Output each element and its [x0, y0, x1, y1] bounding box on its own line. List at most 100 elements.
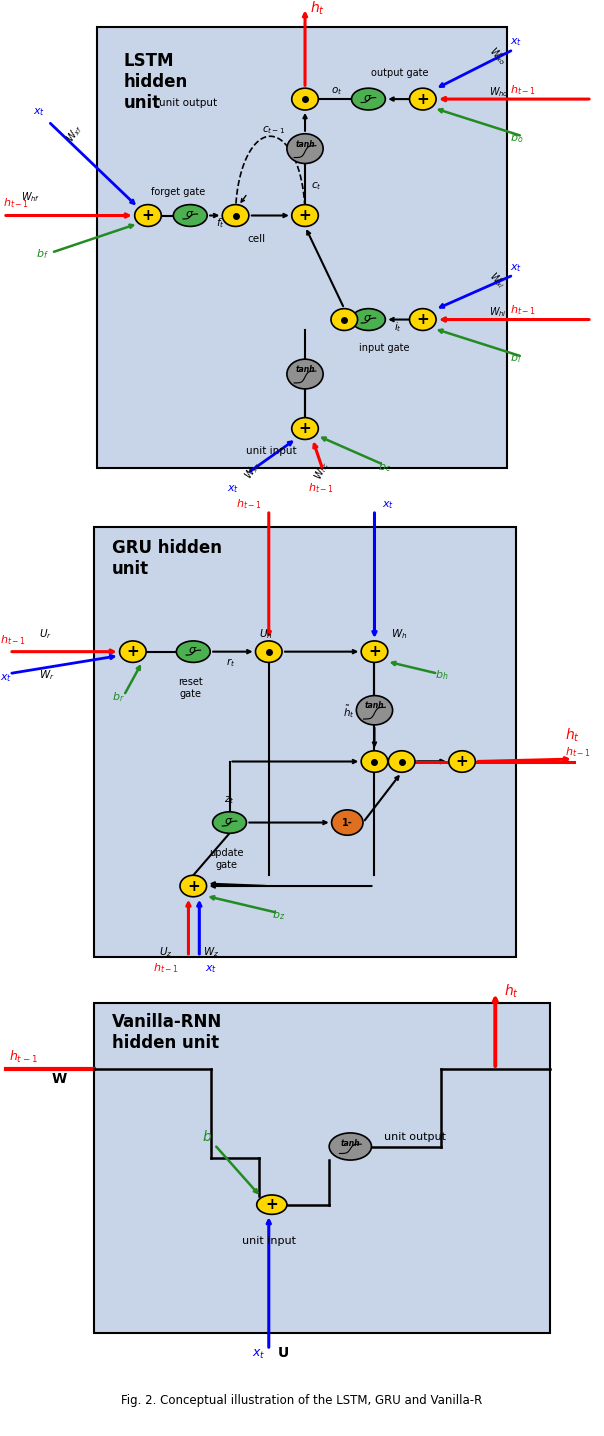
Text: tanh: tanh [365, 701, 384, 711]
Text: $x_t$: $x_t$ [33, 106, 45, 118]
Text: $h_{t-1}$: $h_{t-1}$ [236, 498, 262, 511]
Text: $c_{t-1}$: $c_{t-1}$ [262, 125, 285, 136]
Circle shape [410, 309, 436, 330]
Circle shape [292, 88, 318, 111]
Text: $o_t$: $o_t$ [331, 85, 342, 98]
Text: $U_z$: $U_z$ [159, 945, 173, 959]
Text: $h_{t-1}$: $h_{t-1}$ [510, 303, 536, 317]
Text: +: + [298, 421, 312, 437]
Text: $x_t$: $x_t$ [510, 261, 522, 274]
Text: cell: cell [248, 234, 266, 244]
Text: +: + [187, 879, 200, 893]
Text: $b_r$: $b_r$ [112, 691, 124, 704]
Text: $b_i$: $b_i$ [510, 352, 521, 365]
Text: $b$: $b$ [202, 1129, 213, 1143]
Text: $b_h$: $b_h$ [435, 669, 448, 682]
Circle shape [356, 695, 393, 725]
Circle shape [449, 751, 475, 773]
Text: Vanilla-RNN
hidden unit: Vanilla-RNN hidden unit [112, 1012, 222, 1051]
Circle shape [388, 751, 415, 773]
Ellipse shape [176, 640, 210, 662]
Text: +: + [416, 312, 429, 327]
Text: +: + [416, 92, 429, 106]
Text: $W_{xc}$: $W_{xc}$ [242, 458, 264, 482]
Text: input gate: input gate [359, 343, 410, 353]
Text: $h_{t-1}$: $h_{t-1}$ [3, 195, 29, 210]
Text: $U_r$: $U_r$ [39, 628, 52, 640]
Text: $W_{xi}$: $W_{xi}$ [486, 269, 509, 292]
Text: +: + [368, 645, 381, 659]
Text: $x_t$: $x_t$ [205, 964, 217, 975]
Circle shape [257, 1195, 287, 1215]
Circle shape [120, 640, 146, 662]
Ellipse shape [213, 811, 246, 833]
Text: $W_{xo}$: $W_{xo}$ [486, 45, 510, 67]
Text: $h_{t-1}$: $h_{t-1}$ [0, 633, 26, 646]
Text: $x_t$: $x_t$ [0, 672, 12, 684]
Text: $h_t$: $h_t$ [310, 0, 325, 17]
Text: $x_t$: $x_t$ [510, 36, 522, 49]
Text: $\sigma$: $\sigma$ [224, 816, 234, 826]
Text: +: + [298, 208, 312, 223]
FancyBboxPatch shape [94, 527, 516, 956]
Circle shape [332, 810, 363, 836]
Text: $x_t$: $x_t$ [226, 484, 239, 495]
Text: 1-: 1- [342, 817, 353, 827]
Text: +: + [126, 645, 140, 659]
Text: tanh: tanh [341, 1139, 360, 1147]
Circle shape [292, 204, 318, 227]
Circle shape [410, 88, 436, 111]
Text: $c_t$: $c_t$ [311, 181, 322, 192]
Text: $r_t$: $r_t$ [226, 656, 236, 669]
Circle shape [222, 204, 249, 227]
Text: $U_h$: $U_h$ [259, 628, 272, 640]
Text: +: + [265, 1198, 278, 1212]
Text: U: U [278, 1346, 289, 1360]
Circle shape [329, 1133, 371, 1160]
Ellipse shape [173, 204, 207, 227]
Text: $W_r$: $W_r$ [39, 669, 55, 682]
Circle shape [135, 204, 161, 227]
Text: tanh: tanh [295, 139, 315, 149]
Text: $h_{t-1}$: $h_{t-1}$ [153, 962, 179, 975]
Text: update
gate: update gate [209, 847, 244, 870]
Text: $b_f$: $b_f$ [36, 247, 49, 261]
Text: $W_{hi}$: $W_{hi}$ [489, 306, 507, 319]
Text: unit input: unit input [242, 1235, 296, 1245]
Text: $x_t$: $x_t$ [382, 500, 394, 511]
Circle shape [361, 751, 388, 773]
Text: $h_{t-1}$: $h_{t-1}$ [510, 83, 536, 98]
Text: $x_t$: $x_t$ [252, 1347, 265, 1361]
Text: $\sigma$: $\sigma$ [185, 210, 194, 220]
Text: GRU hidden
unit: GRU hidden unit [112, 540, 222, 579]
Ellipse shape [352, 309, 385, 330]
Text: $\tilde{h}_t$: $\tilde{h}_t$ [343, 704, 355, 719]
Text: $b_o$: $b_o$ [510, 131, 524, 145]
Text: $f_t$: $f_t$ [216, 217, 225, 230]
Text: $W_h$: $W_h$ [391, 628, 408, 640]
Text: +: + [141, 208, 155, 223]
Circle shape [287, 134, 323, 164]
Text: $z_t$: $z_t$ [224, 794, 235, 806]
Circle shape [255, 640, 282, 662]
Text: $W_{hf}$: $W_{hf}$ [21, 191, 40, 204]
Circle shape [292, 418, 318, 439]
Text: tanh: tanh [295, 365, 315, 375]
Text: +: + [455, 754, 469, 770]
Text: unit output: unit output [159, 98, 217, 108]
Text: $\sigma$: $\sigma$ [363, 92, 373, 102]
Text: $h_t$: $h_t$ [504, 982, 519, 999]
Text: unit output: unit output [384, 1132, 446, 1142]
Text: $W_{hc}$: $W_{hc}$ [311, 458, 332, 482]
FancyBboxPatch shape [94, 1002, 550, 1333]
Text: $h_{t-1}$: $h_{t-1}$ [308, 481, 334, 495]
Text: $h_{t-1}$: $h_{t-1}$ [9, 1048, 38, 1064]
Circle shape [361, 640, 388, 662]
Text: unit input: unit input [246, 445, 297, 455]
Ellipse shape [352, 88, 385, 111]
Text: $b_z$: $b_z$ [272, 908, 285, 922]
Circle shape [180, 876, 207, 896]
Text: $W_{ho}$: $W_{ho}$ [489, 85, 509, 99]
Text: forget gate: forget gate [151, 187, 205, 197]
Text: $\sigma$: $\sigma$ [188, 645, 198, 655]
